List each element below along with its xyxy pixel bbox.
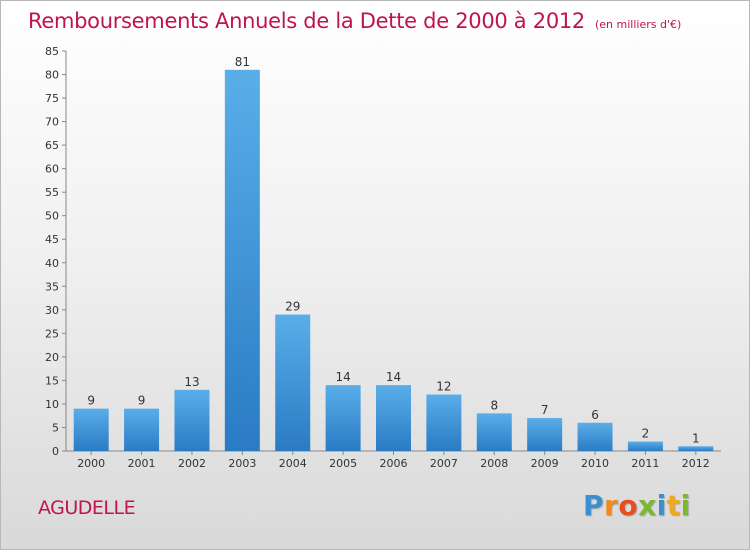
x-tick-label: 2000 [77, 457, 105, 470]
y-tick-label: 50 [45, 210, 59, 223]
x-tick-label: 2001 [128, 457, 156, 470]
bar-value-label: 8 [490, 398, 498, 412]
bar-value-label: 1 [692, 431, 700, 445]
y-tick-label: 5 [52, 421, 59, 434]
bar-value-label: 7 [541, 403, 549, 417]
bar-value-label: 13 [184, 375, 199, 389]
bar-value-label: 81 [235, 55, 250, 69]
bar-value-label: 9 [138, 394, 146, 408]
bar [577, 422, 613, 451]
bar-value-label: 6 [591, 408, 599, 422]
bar-value-label: 9 [87, 394, 95, 408]
bar-value-label: 14 [386, 370, 401, 384]
x-tick-label: 2011 [631, 457, 659, 470]
bar [73, 408, 109, 451]
bar-value-label: 14 [335, 370, 350, 384]
x-tick-label: 2004 [279, 457, 307, 470]
x-tick-label: 2010 [581, 457, 609, 470]
logo-letter: t [666, 489, 681, 522]
y-tick-label: 85 [45, 45, 59, 58]
y-tick-label: 35 [45, 280, 59, 293]
x-tick-label: 2006 [380, 457, 408, 470]
chart-title-text: Remboursements Annuels de la Dette de 20… [28, 9, 585, 33]
y-tick-label: 0 [52, 445, 59, 458]
x-tick-label: 2005 [329, 457, 357, 470]
logo-letter: P [583, 489, 605, 522]
proxiti-logo: Proxiti [583, 489, 691, 522]
y-tick-label: 20 [45, 351, 59, 364]
bar [174, 389, 210, 451]
bar [527, 418, 563, 451]
y-tick-label: 80 [45, 69, 59, 82]
y-tick-label: 45 [45, 233, 59, 246]
logo-letter: i [656, 489, 667, 522]
chart-unit-note: (en milliers d'€) [595, 18, 682, 31]
y-tick-label: 70 [45, 116, 59, 129]
logo-letter: i [680, 489, 691, 522]
x-tick-label: 2003 [228, 457, 256, 470]
x-tick-label: 2012 [682, 457, 710, 470]
bar [224, 69, 260, 451]
bar [124, 408, 160, 451]
bar [627, 441, 663, 451]
y-tick-label: 40 [45, 257, 59, 270]
y-tick-label: 65 [45, 139, 59, 152]
bar-value-label: 29 [285, 300, 300, 314]
bar [275, 314, 311, 451]
x-tick-label: 2007 [430, 457, 458, 470]
x-tick-label: 2002 [178, 457, 206, 470]
y-tick-label: 15 [45, 374, 59, 387]
x-tick-label: 2009 [531, 457, 559, 470]
bar [476, 413, 512, 451]
y-tick-label: 10 [45, 398, 59, 411]
y-tick-label: 55 [45, 186, 59, 199]
bar-value-label: 2 [642, 427, 650, 441]
x-tick-label: 2008 [480, 457, 508, 470]
logo-letter: o [618, 489, 639, 522]
bar [376, 385, 411, 451]
chart-title: Remboursements Annuels de la Dette de 20… [28, 9, 681, 33]
y-tick-label: 60 [45, 163, 59, 176]
bar-value-label: 12 [436, 380, 451, 394]
y-tick-label: 75 [45, 92, 59, 105]
logo-letter: x [638, 489, 657, 522]
y-tick-label: 30 [45, 304, 59, 317]
bar [678, 446, 714, 451]
y-tick-label: 25 [45, 327, 59, 340]
logo-letter: r [604, 489, 619, 522]
commune-name: AGUDELLE [38, 497, 136, 519]
bar [426, 394, 462, 451]
bar [325, 385, 361, 451]
